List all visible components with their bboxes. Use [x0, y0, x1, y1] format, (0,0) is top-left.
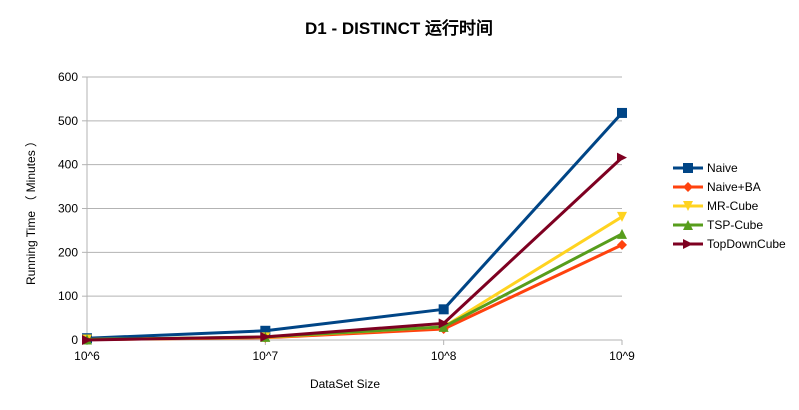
- data-point: [438, 304, 449, 315]
- legend-item: TSP-Cube: [673, 218, 763, 232]
- legend-label: MR-Cube: [707, 199, 759, 213]
- x-tick-label: 10^8: [431, 349, 457, 363]
- legend-marker: [683, 220, 693, 230]
- x-axis-title: DataSet Size: [310, 377, 380, 391]
- y-tick-label: 400: [58, 158, 78, 172]
- legend-marker: [683, 201, 693, 211]
- legend: Naive Naive+BA MR-Cube TSP-Cube TopDownCube: [673, 161, 786, 251]
- data-point: [438, 318, 449, 329]
- series-line: [86, 243, 623, 342]
- legend-marker: [683, 182, 693, 192]
- data-point: [617, 239, 627, 250]
- legend-label: Naive+BA: [707, 180, 761, 194]
- data-point: [260, 325, 271, 336]
- series-line: [86, 156, 624, 342]
- legend-marker: [683, 163, 693, 173]
- y-tick-label: 500: [58, 114, 78, 128]
- x-tick-label: 10^6: [74, 349, 100, 363]
- data-point: [617, 228, 627, 239]
- y-axis-ticks: 0 100 200 300 400 500 600: [58, 70, 78, 347]
- series-line: [86, 232, 623, 342]
- data-point: [617, 107, 627, 118]
- legend-label: Naive: [707, 161, 738, 175]
- series-layer: [82, 107, 627, 345]
- data-point: [260, 331, 271, 342]
- legend-label: TopDownCube: [707, 237, 786, 251]
- y-tick-label: 300: [58, 202, 78, 216]
- legend-marker: [683, 239, 693, 249]
- y-axis-title: Running Time （ Minutes ）: [24, 135, 38, 285]
- x-tick-label: 10^9: [609, 349, 635, 363]
- data-point: [617, 211, 627, 222]
- legend-item: Naive: [673, 161, 738, 175]
- data-point: [82, 335, 92, 345]
- x-tick-label: 10^7: [253, 349, 279, 363]
- x-axis-ticks: 10^6 10^7 10^8 10^9: [74, 349, 635, 363]
- legend-item: TopDownCube: [673, 237, 786, 251]
- series-line: [86, 111, 624, 340]
- data-point: [617, 152, 627, 163]
- chart-title: D1 - DISTINCT 运行时间: [305, 18, 493, 38]
- legend-item: Naive+BA: [673, 180, 761, 194]
- legend-item: MR-Cube: [673, 199, 759, 213]
- y-tick-label: 100: [58, 289, 78, 303]
- y-tick-label: 200: [58, 245, 78, 259]
- y-tick-label: 600: [58, 70, 78, 84]
- y-tick-label: 0: [71, 333, 78, 347]
- gridlines: [82, 76, 623, 345]
- data-point: [438, 321, 449, 332]
- legend-label: TSP-Cube: [707, 218, 763, 232]
